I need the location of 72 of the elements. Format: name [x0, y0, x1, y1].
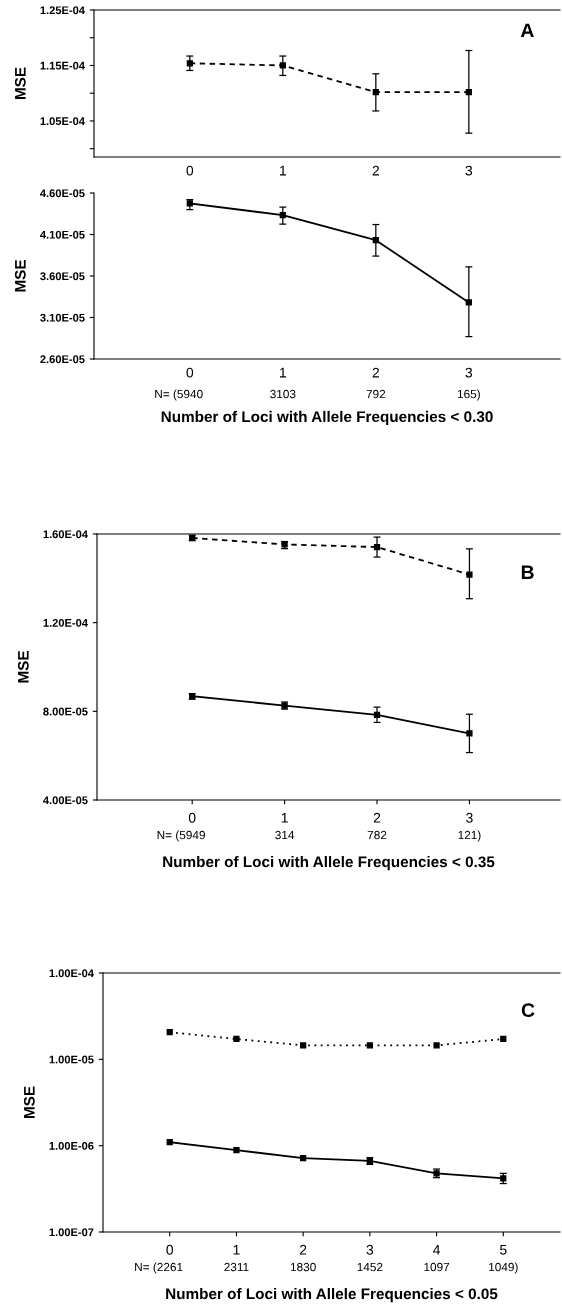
- point: [300, 1154, 307, 1162]
- x-tick-label: 2: [299, 1244, 307, 1255]
- y-tick-label: 2.60E-05: [40, 355, 85, 364]
- y-tick-label: 1.20E-04: [43, 618, 88, 627]
- text: 121): [458, 830, 481, 842]
- x-tick-label: 5: [499, 1245, 507, 1255]
- text: 3103: [270, 389, 296, 399]
- text: 1097: [424, 1262, 450, 1272]
- x-tick-label: 3: [466, 812, 473, 823]
- point: [466, 571, 473, 578]
- point: [166, 1138, 173, 1146]
- point: [466, 730, 473, 737]
- point: [433, 1042, 440, 1049]
- point: [233, 1147, 240, 1154]
- x-tick-label: 1: [280, 165, 286, 176]
- y-axis-title: MSE: [14, 260, 26, 292]
- point: [279, 62, 286, 69]
- y-tick-label: 1.00E-05: [49, 1055, 94, 1064]
- x-axis-title: Number of Loci with Allele Frequencies < 0.05: [166, 1288, 498, 1303]
- x-tick-label: 4: [433, 1245, 441, 1255]
- y-tick-label: 4.10E-05: [40, 230, 85, 239]
- x-tick-label: 1: [280, 367, 286, 378]
- x-tick-label: 3: [366, 1244, 374, 1255]
- text: 314: [275, 830, 295, 840]
- text: N= (5949: [157, 830, 205, 842]
- x-axis-title: Number of Loci with Allele Frequencies < 0.35: [163, 856, 495, 871]
- text: 792: [366, 389, 386, 399]
- text: A: [520, 23, 534, 38]
- text: B: [521, 565, 534, 579]
- text: 1452: [357, 1262, 383, 1272]
- y-tick-label: 1.25E-04: [40, 6, 85, 15]
- text: 1049): [489, 1262, 518, 1274]
- point: [233, 1035, 240, 1043]
- point: [366, 1042, 373, 1049]
- y-tick-label: 1.15E-04: [40, 61, 85, 70]
- y-axis-title: MSE: [23, 1086, 35, 1119]
- y-tick-label: 1.05E-04: [40, 117, 85, 126]
- y-tick-label: 3.10E-05: [40, 313, 85, 322]
- point: [465, 299, 472, 306]
- y-tick-label: 1.00E-06: [49, 1141, 94, 1150]
- y-tick-label: 1.00E-07: [49, 1228, 94, 1237]
- y-tick-label: 1.00E-04: [49, 969, 94, 978]
- y-tick-label: 3.60E-05: [40, 272, 85, 281]
- x-tick-label: 2: [372, 367, 379, 378]
- x-axis-title: Number of Loci with Allele Frequencies < 0.30: [161, 410, 493, 426]
- y-tick-label: 4.00E-05: [43, 796, 88, 805]
- y-tick-label: 8.00E-05: [43, 707, 88, 716]
- point: [300, 1042, 307, 1049]
- x-tick-label: 0: [186, 165, 194, 176]
- x-tick-label: 2: [372, 165, 379, 176]
- x-tick-label: 3: [465, 367, 473, 378]
- x-tick-label: 0: [188, 812, 196, 823]
- y-tick-label: 4.60E-05: [40, 189, 85, 198]
- text: N= (5940: [155, 389, 203, 401]
- text: C: [521, 1003, 535, 1018]
- y-tick-label: 1.60E-04: [43, 530, 88, 539]
- text: N= (2261: [135, 1262, 183, 1274]
- x-tick-label: 1: [281, 813, 288, 823]
- y-axis-title: MSE: [14, 67, 26, 100]
- x-tick-label: 0: [186, 367, 194, 378]
- x-tick-label: 2: [373, 812, 381, 823]
- x-tick-label: 0: [166, 1244, 174, 1255]
- text: 2311: [224, 1262, 249, 1272]
- text: 165): [457, 389, 480, 401]
- text: 1830: [290, 1262, 316, 1272]
- y-axis-title: MSE: [17, 651, 29, 683]
- x-tick-label: 3: [465, 165, 473, 176]
- point: [166, 1029, 173, 1036]
- point: [186, 200, 193, 207]
- point: [500, 1035, 507, 1043]
- text: 782: [367, 830, 387, 840]
- x-tick-label: 1: [233, 1245, 240, 1255]
